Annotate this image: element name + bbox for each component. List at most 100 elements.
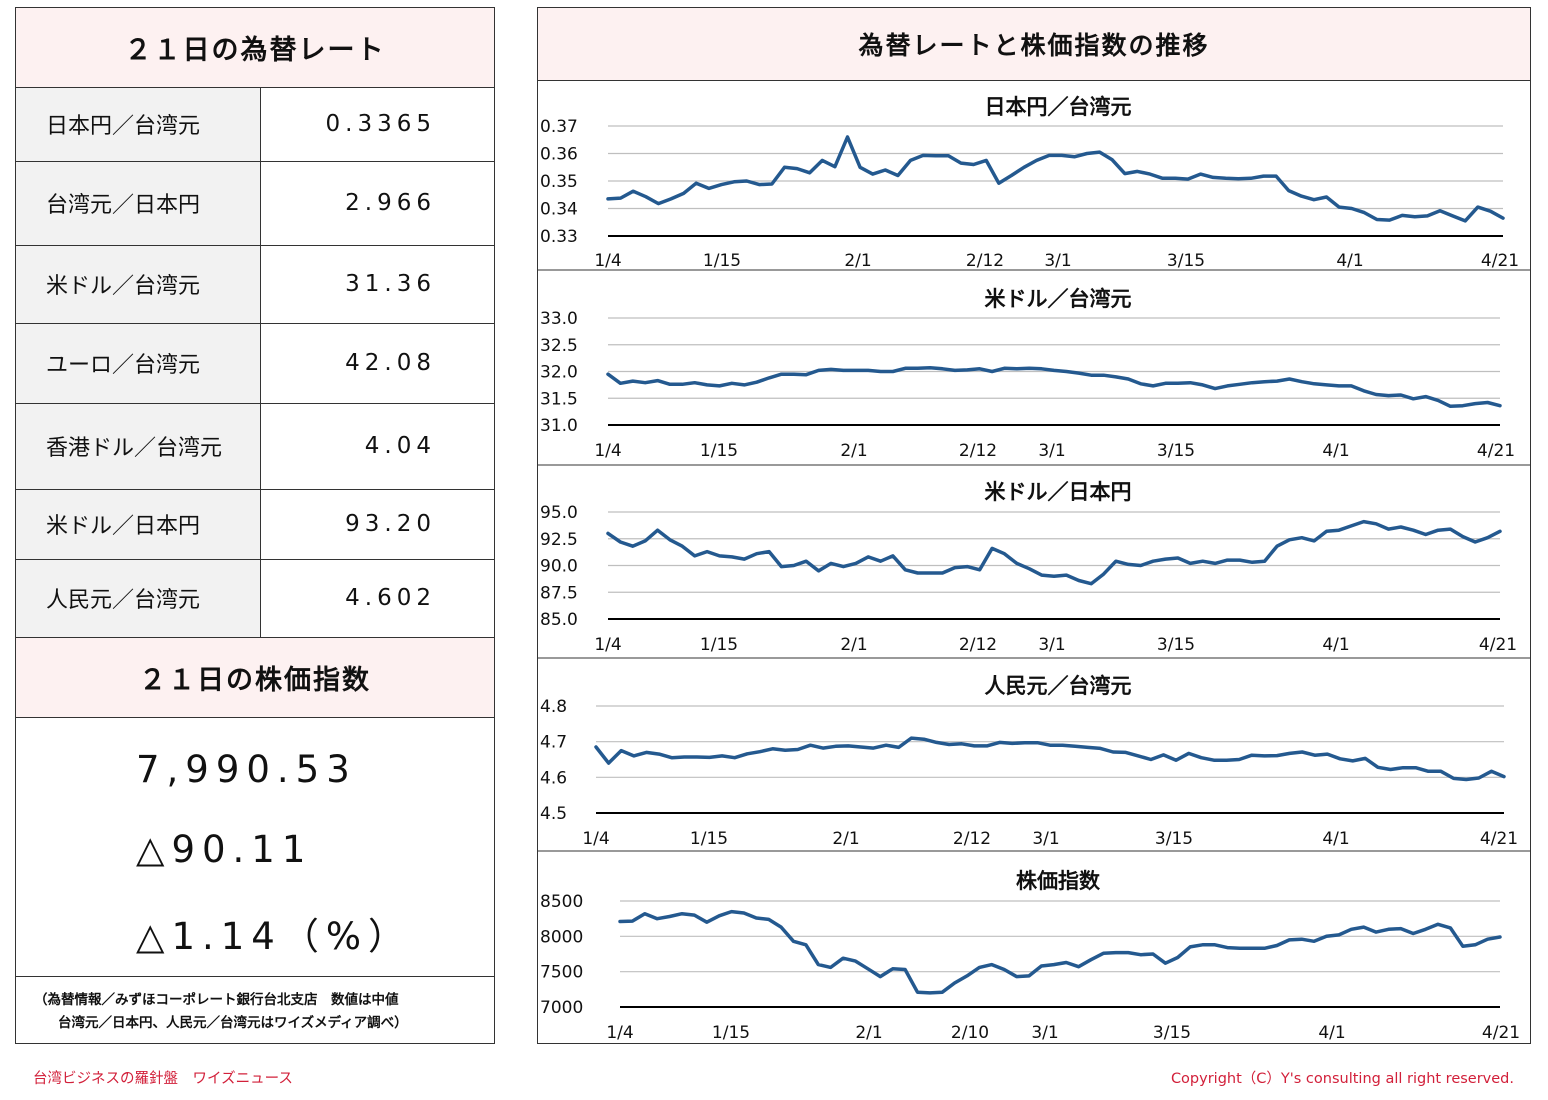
y-tick-label: 0.35 <box>540 172 578 192</box>
y-tick-label: 31.5 <box>540 389 578 409</box>
chart-title: 日本円／台湾元 <box>985 95 1132 119</box>
y-tick-label: 8500 <box>540 892 583 912</box>
x-tick-label: 4/1 <box>1322 635 1349 655</box>
y-tick-label: 33.0 <box>540 309 578 329</box>
y-tick-label: 4.6 <box>540 768 567 788</box>
footer-brand: 台湾ビジネスの羅針盤 ワイズニュース <box>33 1071 293 1087</box>
rates-panel: ２１日の為替レート 日本円／台湾元 0.3365 台湾元／日本円 2.966 米… <box>15 7 495 1044</box>
y-tick-label: 8000 <box>540 927 583 947</box>
rate-pair-label: 台湾元／日本円 <box>16 161 261 246</box>
series-line <box>606 135 1505 223</box>
series-line <box>618 909 1502 995</box>
x-tick-label: 2/12 <box>959 441 997 461</box>
table-row: ユーロ／台湾元 42.08 <box>16 323 494 404</box>
y-tick-label: 0.36 <box>540 145 578 165</box>
x-tick-label: 2/12 <box>953 829 991 849</box>
x-tick-label: 1/15 <box>690 829 728 849</box>
x-tick-label: 3/1 <box>1044 251 1071 271</box>
index-title: ２１日の株価指数 <box>16 637 494 718</box>
source-note-line1: （為替情報／みずほコーポレート銀行台北支店 数値は中値 <box>34 992 399 1008</box>
rates-title: ２１日の為替レート <box>16 8 494 88</box>
rate-pair-label: 米ドル／日本円 <box>16 489 261 560</box>
x-tick-label: 3/15 <box>1157 635 1195 655</box>
chart-title: 米ドル／日本円 <box>985 480 1132 504</box>
y-tick-label: 87.5 <box>540 583 578 603</box>
charts-panel: 為替レートと株価指数の推移 日本円／台湾元 0.37 0.36 0.35 0.34 0.3… <box>537 7 1531 1044</box>
index-change: △90.11 <box>136 828 313 871</box>
index-value: 7,990.53 <box>136 748 357 791</box>
x-tick-label: 4/1 <box>1322 829 1349 849</box>
x-tick-label: 1/15 <box>700 441 738 461</box>
y-tick-label: 85.0 <box>540 610 578 630</box>
table-row: 日本円／台湾元 0.3365 <box>16 88 494 162</box>
x-tick-label: 4/1 <box>1318 1023 1345 1043</box>
table-row: 米ドル／日本円 93.20 <box>16 489 494 560</box>
table-row: 台湾元／日本円 2.966 <box>16 161 494 246</box>
x-tick-label: 3/1 <box>1038 635 1065 655</box>
rate-pair-label: 米ドル／台湾元 <box>16 245 261 324</box>
rate-value: 4.602 <box>345 585 436 612</box>
x-tick-label: 4/21 <box>1481 251 1519 271</box>
y-tick-label: 4.5 <box>540 804 567 824</box>
table-row: 香港ドル／台湾元 4.04 <box>16 403 494 490</box>
y-tick-label: 92.5 <box>540 530 578 550</box>
series-line <box>594 736 1506 782</box>
rate-value: 4.04 <box>260 403 494 490</box>
table-row: 人民元／台湾元 4.602 <box>16 559 494 637</box>
x-tick-label: 2/1 <box>840 441 867 461</box>
x-tick-label: 3/15 <box>1155 829 1193 849</box>
y-tick-label: 31.0 <box>540 416 578 436</box>
x-tick-label: 2/1 <box>844 251 871 271</box>
y-tick-label: 0.34 <box>540 200 578 220</box>
index-percent-change: △1.14（%） <box>136 915 412 958</box>
x-tick-label: 4/21 <box>1477 441 1515 461</box>
x-tick-label: 2/1 <box>855 1023 882 1043</box>
y-tick-label: 0.37 <box>540 117 578 137</box>
rate-value: 0.3365 <box>260 88 494 162</box>
x-tick-label: 2/1 <box>840 635 867 655</box>
rate-value: 93.20 <box>260 489 494 560</box>
x-tick-label: 2/1 <box>832 829 859 849</box>
rate-pair-label: ユーロ／台湾元 <box>16 323 261 404</box>
x-tick-label: 3/1 <box>1032 829 1059 849</box>
source-note: （為替情報／みずほコーポレート銀行台北支店 数値は中値 台湾元／日本円、人民元／… <box>16 976 494 1044</box>
rate-value: 2.966 <box>260 161 494 246</box>
x-tick-label: 1/15 <box>703 251 741 271</box>
x-tick-label: 2/12 <box>959 635 997 655</box>
x-tick-label: 4/1 <box>1322 441 1349 461</box>
x-tick-label: 1/4 <box>606 1023 633 1043</box>
rate-pair-label: 人民元／台湾元 <box>16 559 261 637</box>
x-tick-label: 2/10 <box>951 1023 989 1043</box>
y-tick-label: 7500 <box>540 963 583 983</box>
y-tick-label: 4.7 <box>540 733 567 753</box>
x-tick-label: 3/1 <box>1031 1023 1058 1043</box>
rates-table: 日本円／台湾元 0.3365 台湾元／日本円 2.966 米ドル／台湾元 31.… <box>16 88 494 637</box>
rate-value: 31.36 <box>260 245 494 324</box>
rate-pair-label: 香港ドル／台湾元 <box>16 403 261 490</box>
x-tick-label: 4/21 <box>1480 829 1518 849</box>
x-tick-label: 1/15 <box>700 635 738 655</box>
y-tick-label: 32.5 <box>540 336 578 356</box>
rate-pair-label: 日本円／台湾元 <box>16 88 261 162</box>
rate-value: 42.08 <box>260 323 494 404</box>
x-tick-label: 4/21 <box>1482 1023 1520 1043</box>
x-tick-label: 1/4 <box>594 441 621 461</box>
charts-area: 日本円／台湾元 0.37 0.36 0.35 0.34 0.33 1/4 1/15 2/1 2/1… <box>538 95 1530 1043</box>
series-line <box>606 519 1502 586</box>
x-tick-label: 3/15 <box>1153 1023 1191 1043</box>
y-tick-label: 95.0 <box>540 503 578 523</box>
x-tick-label: 3/15 <box>1157 441 1195 461</box>
y-tick-label: 90.0 <box>540 557 578 577</box>
series-line <box>606 366 1502 409</box>
y-tick-label: 7000 <box>540 998 583 1018</box>
x-tick-label: 1/4 <box>594 251 621 271</box>
x-tick-label: 4/21 <box>1479 635 1517 655</box>
footer-copyright: Copyright（C）Y's consulting all right res… <box>1170 1071 1514 1087</box>
x-tick-label: 1/4 <box>594 635 621 655</box>
charts-title: 為替レートと株価指数の推移 <box>538 8 1530 81</box>
y-tick-label: 32.0 <box>540 363 578 383</box>
x-tick-label: 4/1 <box>1336 251 1363 271</box>
x-tick-label: 1/4 <box>582 829 609 849</box>
x-tick-label: 3/15 <box>1167 251 1205 271</box>
source-note-line2: 台湾元／日本円、人民元／台湾元はワイズメディア調べ） <box>58 1015 408 1031</box>
